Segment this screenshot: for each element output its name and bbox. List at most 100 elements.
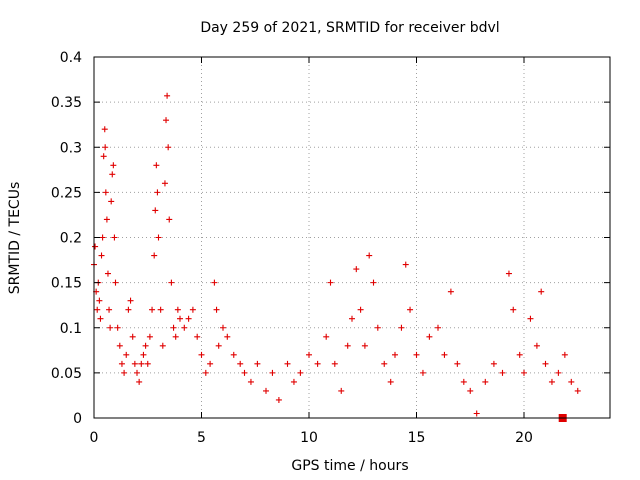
y-tick-label: 0.35: [51, 95, 82, 111]
y-tick-label: 0.3: [60, 140, 82, 156]
data-point: [426, 333, 433, 340]
data-point: [101, 126, 108, 133]
data-point: [172, 333, 179, 340]
data-point: [161, 180, 168, 187]
data-point: [237, 360, 244, 367]
data-point: [207, 360, 214, 367]
data-point: [370, 279, 377, 286]
data-point: [138, 360, 145, 367]
data-point: [349, 315, 355, 322]
data-point: [574, 387, 581, 394]
data-point: [163, 117, 170, 124]
data-point: [241, 369, 248, 376]
x-tick-label: 20: [515, 430, 533, 446]
data-point: [357, 306, 364, 313]
data-point: [353, 266, 360, 273]
data-point: [202, 369, 209, 376]
data-point: [435, 324, 441, 331]
data-point: [198, 351, 205, 358]
data-point: [144, 360, 151, 367]
data-point: [100, 153, 107, 160]
x-tick-label: 15: [408, 430, 426, 446]
data-point: [146, 333, 153, 340]
data-point: [555, 369, 562, 376]
data-point: [213, 306, 220, 313]
data-point: [168, 279, 175, 286]
data-point: [170, 324, 177, 331]
data-point: [181, 324, 188, 331]
data-point: [152, 207, 159, 214]
data-point: [381, 360, 388, 367]
data-point: [533, 342, 540, 349]
data-point: [97, 315, 104, 322]
data-point: [166, 216, 173, 223]
x-tick-label: 10: [300, 430, 318, 446]
data-point: [447, 288, 454, 295]
data-point: [331, 360, 338, 367]
data-point: [116, 342, 123, 349]
data-point: [185, 315, 192, 322]
data-point: [568, 378, 575, 385]
y-tick-label: 0.4: [60, 50, 82, 66]
data-point: [177, 315, 183, 322]
data-point: [441, 351, 448, 358]
data-point: [327, 279, 334, 286]
data-point: [107, 324, 114, 331]
y-tick-label: 0.25: [51, 185, 82, 201]
data-point: [527, 315, 534, 322]
data-point: [99, 234, 106, 241]
data-point: [102, 189, 109, 196]
data-point: [121, 369, 128, 376]
y-tick-label: 0.1: [60, 321, 82, 337]
data-point: [499, 369, 506, 376]
y-axis: 0 0.05 0.1 0.15 0.2 0.25 0.3 0.35 0.4: [51, 50, 610, 427]
data-point: [548, 378, 555, 385]
data-point: [127, 297, 134, 304]
data-point: [104, 270, 111, 277]
data-point: [407, 306, 414, 313]
data-point: [151, 252, 158, 259]
data-point: [490, 360, 497, 367]
plot-frame: [93, 56, 611, 419]
data-point: [263, 387, 269, 394]
data-point: [361, 342, 368, 349]
data-point: [344, 342, 351, 349]
x-tick-label: 5: [197, 430, 206, 446]
y-tick-label: 0.15: [51, 276, 82, 292]
data-point: [387, 378, 394, 385]
data-point: [154, 189, 161, 196]
data-point: [111, 234, 118, 241]
y-tick-label: 0: [73, 411, 82, 427]
data-point: [129, 333, 136, 340]
data-point: [230, 351, 237, 358]
data-point: [366, 252, 373, 259]
data-point: [254, 360, 261, 367]
data-point: [314, 360, 321, 367]
data-point: [123, 351, 130, 358]
grid: [94, 57, 610, 418]
x-tick-label: 0: [90, 430, 99, 446]
data-point: [110, 162, 117, 169]
data-point: [247, 378, 254, 385]
data-point: [194, 333, 201, 340]
data-point: [92, 243, 99, 250]
data-point: [542, 360, 549, 367]
data-point: [189, 306, 196, 313]
data-point: [136, 378, 143, 385]
chart-title: Day 259 of 2021, SRMTID for receiver bdv…: [200, 20, 499, 36]
data-point: [108, 198, 115, 205]
data-point: [114, 324, 121, 331]
data-point: [131, 360, 138, 367]
data-point: [275, 396, 282, 403]
data-point: [516, 351, 523, 358]
data-point: [561, 351, 568, 358]
data-point: [142, 342, 149, 349]
data-point: [398, 324, 405, 331]
data-point: [460, 378, 467, 385]
data-point: [157, 306, 164, 313]
data-point: [118, 360, 125, 367]
data-point: [215, 342, 222, 349]
data-point: [306, 351, 312, 358]
data-point: [106, 306, 113, 313]
data-point: [467, 387, 474, 394]
